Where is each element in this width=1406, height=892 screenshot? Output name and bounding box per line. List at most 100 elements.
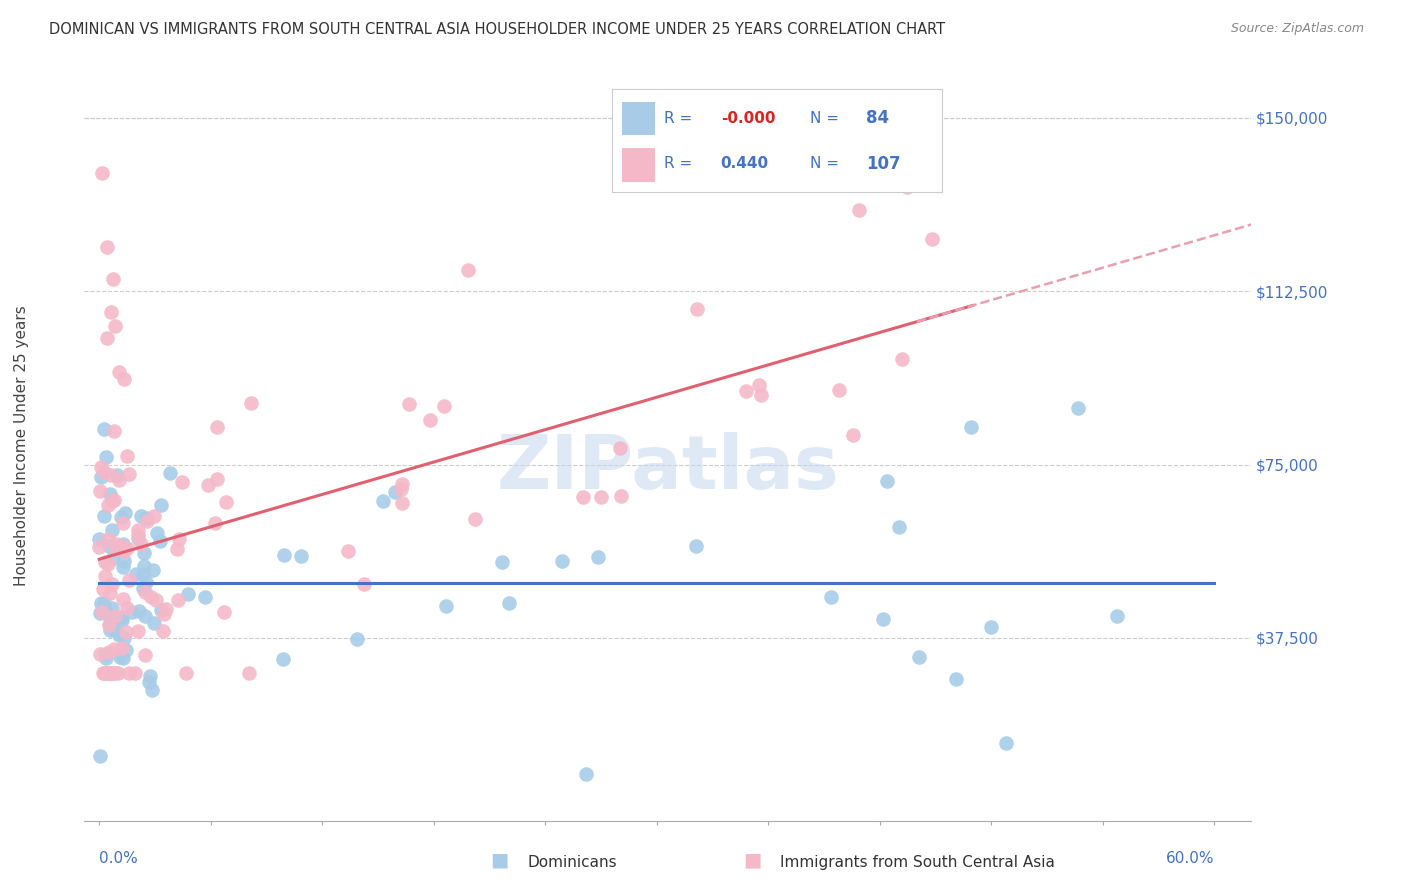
Point <box>89 484 111 499</box>
Point <box>155 602 177 616</box>
Text: 84: 84 <box>866 110 889 128</box>
Point <box>93 465 115 479</box>
Point <box>391 476 413 491</box>
Point <box>419 412 441 426</box>
Point <box>371 494 394 508</box>
Point <box>146 526 169 541</box>
Point <box>112 543 135 558</box>
Point <box>112 559 135 574</box>
Point <box>149 534 172 549</box>
Point <box>127 624 149 638</box>
Point <box>571 490 593 504</box>
Point <box>105 467 128 482</box>
Point <box>110 610 132 624</box>
Point <box>100 305 122 319</box>
Point <box>197 477 219 491</box>
Point <box>91 605 114 619</box>
Point <box>205 473 228 487</box>
Point <box>153 607 176 621</box>
Point <box>848 203 870 218</box>
Point <box>384 485 406 500</box>
Point <box>686 301 709 316</box>
Point <box>150 603 173 617</box>
Text: ■: ■ <box>489 851 509 870</box>
Point <box>108 473 131 487</box>
Point <box>149 499 172 513</box>
Point <box>121 605 143 619</box>
Point <box>749 388 772 402</box>
Point <box>1105 608 1128 623</box>
Point <box>117 467 139 482</box>
Point <box>204 516 226 531</box>
Point <box>207 419 229 434</box>
Point <box>174 665 197 680</box>
Point <box>112 516 135 530</box>
Point <box>98 665 121 680</box>
Text: ZIPatlas: ZIPatlas <box>496 432 839 505</box>
Point <box>98 617 121 632</box>
Text: Householder Income Under 25 years: Householder Income Under 25 years <box>14 306 28 586</box>
Point <box>238 665 260 680</box>
Point <box>872 612 894 626</box>
Text: 107: 107 <box>866 154 901 172</box>
Text: 0.440: 0.440 <box>721 156 769 171</box>
Point <box>107 665 129 680</box>
Point <box>103 642 125 657</box>
Point <box>124 665 146 680</box>
Point <box>142 563 165 577</box>
Point <box>131 537 153 551</box>
Point <box>842 427 865 442</box>
Text: -0.000: -0.000 <box>721 111 775 126</box>
Point <box>94 450 117 464</box>
Point <box>166 542 188 557</box>
Point <box>100 611 122 625</box>
Point <box>337 544 360 558</box>
Point <box>115 600 138 615</box>
Point <box>94 665 117 680</box>
Point <box>995 736 1018 750</box>
Point <box>498 596 520 610</box>
Point <box>93 665 115 680</box>
Point <box>391 496 413 510</box>
Point <box>876 474 898 488</box>
Point <box>100 623 122 637</box>
Point <box>98 618 121 632</box>
Point <box>159 466 181 480</box>
Point <box>97 499 120 513</box>
Point <box>125 567 148 582</box>
Point <box>980 620 1002 634</box>
Point <box>114 631 136 645</box>
Point <box>112 591 135 606</box>
Text: ■: ■ <box>742 851 762 870</box>
Point <box>551 553 574 567</box>
Point <box>104 542 127 557</box>
Point <box>433 399 456 413</box>
Text: N =: N = <box>810 156 844 171</box>
Point <box>389 483 412 497</box>
Text: 60.0%: 60.0% <box>1166 851 1215 866</box>
Point <box>89 541 111 555</box>
Point <box>94 665 117 680</box>
Point <box>90 595 112 609</box>
Point <box>111 613 134 627</box>
Point <box>90 460 112 475</box>
Point <box>100 665 122 680</box>
Point <box>273 549 295 563</box>
Point <box>103 424 125 438</box>
Text: R =: R = <box>665 111 697 126</box>
Point <box>575 767 598 781</box>
Point <box>105 537 128 551</box>
Point <box>398 397 420 411</box>
Point <box>108 650 131 665</box>
Point <box>167 532 190 546</box>
Point <box>139 669 162 683</box>
Point <box>134 585 156 599</box>
Point <box>108 541 131 555</box>
Point <box>134 608 156 623</box>
Point <box>945 672 967 686</box>
Point <box>101 618 124 632</box>
Point <box>89 647 111 661</box>
Point <box>177 587 200 601</box>
Point <box>103 493 125 508</box>
Point <box>93 596 115 610</box>
